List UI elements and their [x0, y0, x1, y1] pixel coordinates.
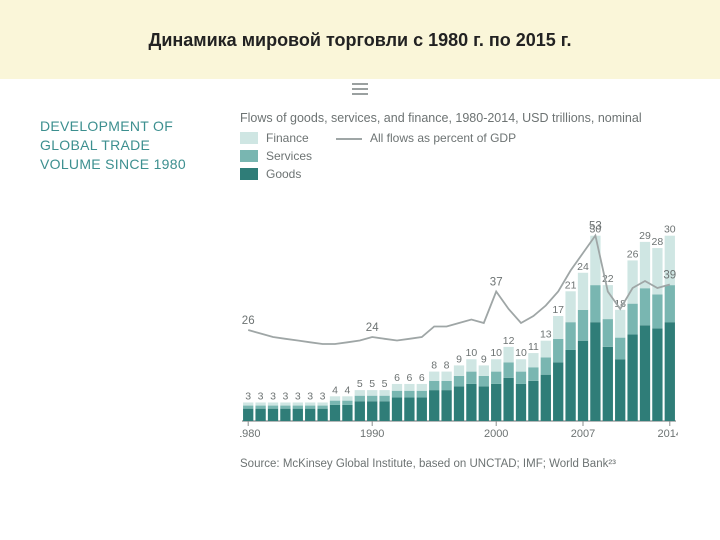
swatch-services — [240, 150, 258, 162]
svg-text:21: 21 — [565, 279, 577, 291]
svg-text:5: 5 — [382, 378, 388, 390]
chart-wrap: 3333333445556668891091012101113172124302… — [240, 193, 690, 448]
svg-text:3: 3 — [245, 390, 251, 402]
svg-text:2014: 2014 — [658, 428, 678, 440]
legend-line-label: All flows as percent of GDP — [370, 131, 516, 146]
legend-label: Finance — [266, 131, 309, 145]
figure-area: DEVELOPMENT OF GLOBAL TRADE VOLUME SINCE… — [0, 101, 720, 482]
svg-text:3: 3 — [258, 390, 264, 402]
chart-svg: 3333333445556668891091012101113172124302… — [240, 193, 678, 443]
svg-text:5: 5 — [369, 378, 375, 390]
svg-text:30: 30 — [664, 224, 676, 236]
svg-text:3: 3 — [295, 390, 301, 402]
svg-text:8: 8 — [431, 360, 437, 372]
svg-text:3: 3 — [307, 390, 313, 402]
svg-text:6: 6 — [419, 372, 425, 384]
chart-block: Flows of goods, services, and finance, 1… — [240, 111, 690, 448]
svg-text:4: 4 — [332, 384, 338, 396]
legend-label: Goods — [266, 167, 301, 181]
svg-text:2007: 2007 — [571, 428, 595, 440]
svg-text:13: 13 — [540, 329, 552, 341]
swatch-goods — [240, 168, 258, 180]
svg-text:2000: 2000 — [484, 428, 508, 440]
svg-text:26: 26 — [242, 315, 255, 327]
chart-subtitle: Flows of goods, services, and finance, 1… — [240, 111, 690, 125]
legend-label: Services — [266, 149, 312, 163]
svg-text:24: 24 — [577, 261, 589, 273]
svg-text:28: 28 — [652, 236, 664, 248]
svg-text:3: 3 — [320, 390, 326, 402]
svg-text:11: 11 — [528, 341, 539, 353]
svg-text:10: 10 — [490, 347, 502, 359]
svg-text:26: 26 — [627, 248, 639, 260]
side-title: DEVELOPMENT OF GLOBAL TRADE VOLUME SINCE… — [40, 117, 190, 174]
svg-text:17: 17 — [552, 304, 564, 316]
legend-line-col: All flows as percent of GDP — [336, 131, 516, 150]
legend: Finance Services Goods All flows as perc… — [240, 131, 690, 185]
svg-text:3: 3 — [282, 390, 288, 402]
svg-text:6: 6 — [406, 372, 412, 384]
svg-text:29: 29 — [639, 230, 651, 242]
swatch-line — [336, 138, 362, 140]
legend-goods: Goods — [240, 167, 312, 181]
svg-text:6: 6 — [394, 372, 400, 384]
legend-series: Finance Services Goods — [240, 131, 312, 185]
legend-services: Services — [240, 149, 312, 163]
legend-line: All flows as percent of GDP — [336, 131, 516, 146]
svg-text:24: 24 — [366, 322, 379, 334]
source-text: Source: McKinsey Global Institute, based… — [240, 458, 690, 470]
svg-text:3: 3 — [270, 390, 276, 402]
svg-text:37: 37 — [490, 277, 503, 289]
svg-text:8: 8 — [444, 360, 450, 372]
svg-text:1990: 1990 — [360, 428, 384, 440]
menu-icon[interactable] — [352, 83, 368, 95]
svg-text:9: 9 — [481, 353, 487, 365]
legend-finance: Finance — [240, 131, 312, 145]
title-text: Динамика мировой торговли с 1980 г. по 2… — [149, 30, 572, 50]
title-banner: Динамика мировой торговли с 1980 г. по 2… — [0, 0, 720, 79]
svg-text:4: 4 — [344, 384, 350, 396]
svg-text:1980: 1980 — [240, 428, 260, 440]
swatch-finance — [240, 132, 258, 144]
svg-text:10: 10 — [466, 347, 478, 359]
svg-text:39: 39 — [663, 270, 676, 282]
svg-text:10: 10 — [515, 347, 527, 359]
svg-text:5: 5 — [357, 378, 363, 390]
svg-text:53: 53 — [589, 221, 602, 233]
svg-text:12: 12 — [503, 335, 515, 347]
svg-text:9: 9 — [456, 353, 462, 365]
